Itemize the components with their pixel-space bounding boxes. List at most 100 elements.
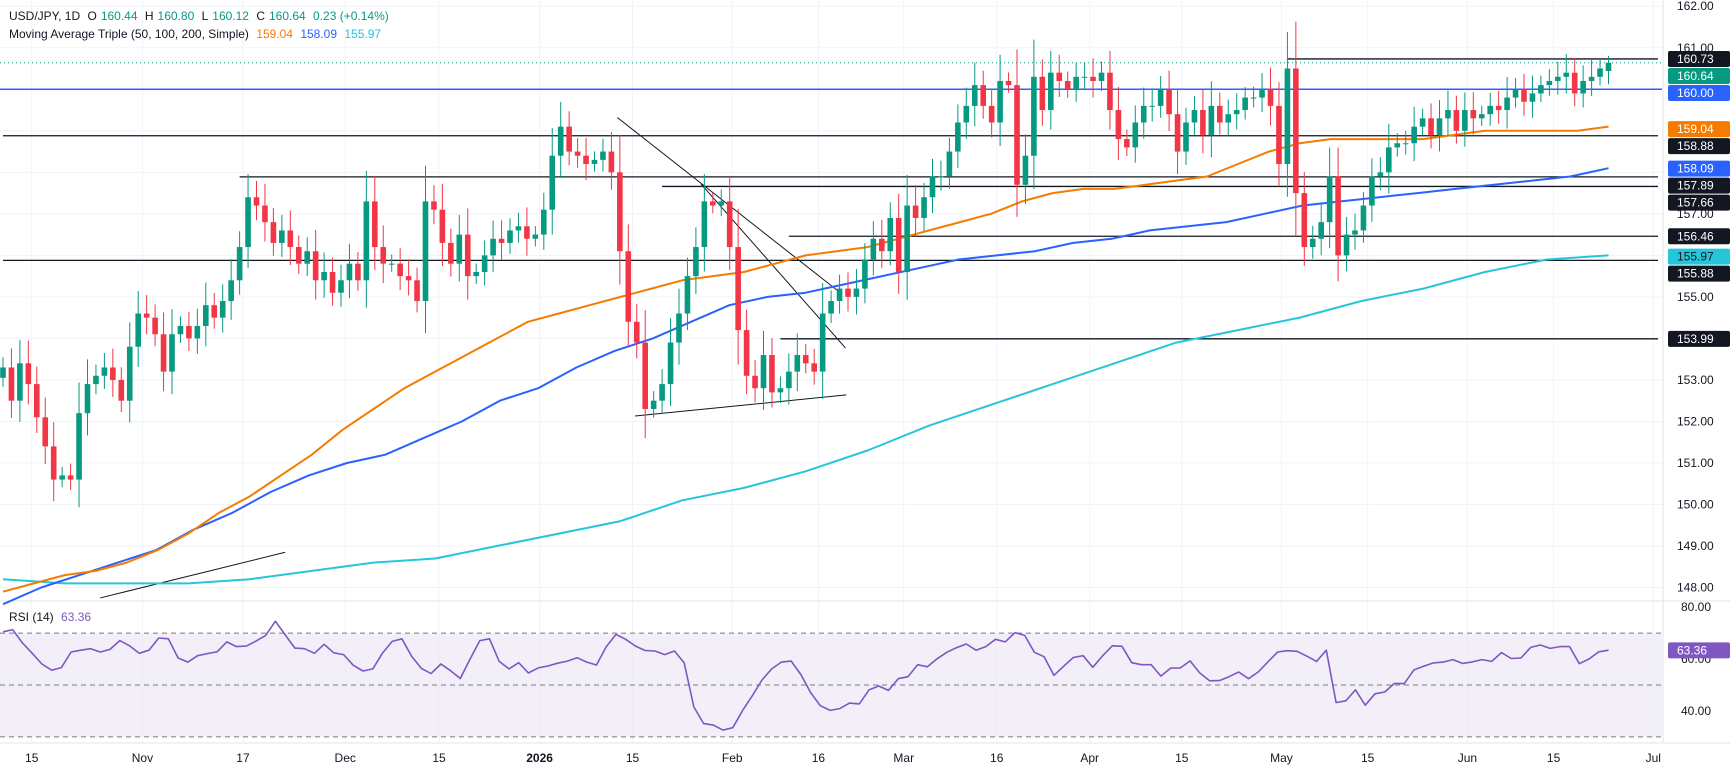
candle-up[interactable]: [946, 137, 953, 189]
candle-up[interactable]: [532, 226, 539, 247]
candle-down[interactable]: [329, 257, 336, 306]
ma-title[interactable]: Moving Average Triple (50, 100, 200, Sim…: [9, 27, 249, 41]
candle-up[interactable]: [304, 237, 310, 277]
candle-down[interactable]: [1335, 147, 1341, 282]
candle-up[interactable]: [1149, 88, 1155, 122]
candle-up[interactable]: [1588, 60, 1595, 97]
candle-down[interactable]: [895, 193, 902, 294]
candle-down[interactable]: [1115, 86, 1122, 160]
symbol-title[interactable]: USD/JPY, 1D: [9, 9, 81, 23]
candle-up[interactable]: [126, 322, 133, 423]
candle-up[interactable]: [557, 101, 564, 178]
candle-up[interactable]: [1073, 62, 1079, 102]
candle-up[interactable]: [1098, 61, 1105, 92]
candle-down[interactable]: [710, 192, 716, 214]
candle-up[interactable]: [997, 54, 1003, 147]
candle-up[interactable]: [549, 128, 556, 235]
candle-up[interactable]: [929, 158, 936, 214]
candle-down[interactable]: [743, 309, 750, 395]
candle-up[interactable]: [760, 330, 767, 410]
candle-down[interactable]: [397, 248, 403, 291]
candle-up[interactable]: [591, 151, 598, 172]
candle-down[interactable]: [1301, 172, 1308, 266]
candle-down[interactable]: [608, 132, 615, 190]
candle-down[interactable]: [912, 184, 919, 237]
candle-down[interactable]: [414, 267, 420, 313]
candle-up[interactable]: [76, 382, 82, 508]
candle-up[interactable]: [0, 357, 6, 387]
candle-down[interactable]: [110, 348, 116, 397]
candle-up[interactable]: [1377, 157, 1384, 191]
candle-down[interactable]: [752, 360, 758, 403]
candle-up[interactable]: [1597, 58, 1603, 86]
candle-up[interactable]: [862, 243, 868, 304]
candle-up[interactable]: [1462, 92, 1468, 147]
candle-down[interactable]: [1090, 58, 1096, 98]
candle-down[interactable]: [262, 183, 268, 242]
candle-up[interactable]: [853, 269, 860, 315]
candle-down[interactable]: [1267, 67, 1274, 126]
candle-up[interactable]: [777, 376, 784, 404]
candle-up[interactable]: [1048, 50, 1054, 130]
candle-down[interactable]: [988, 89, 995, 138]
candle-up[interactable]: [1031, 39, 1037, 190]
candle-up[interactable]: [963, 87, 970, 139]
candle-up[interactable]: [1445, 90, 1451, 136]
candle-up[interactable]: [904, 174, 910, 300]
rsi-pane[interactable]: [0, 620, 1662, 738]
candle-down[interactable]: [152, 304, 158, 347]
candle-down[interactable]: [574, 138, 581, 168]
candle-down[interactable]: [566, 111, 572, 166]
candle-down[interactable]: [633, 304, 640, 359]
candle-down[interactable]: [1495, 90, 1502, 124]
candle-up[interactable]: [1183, 107, 1189, 165]
candle-up[interactable]: [169, 309, 175, 395]
candle-up[interactable]: [1555, 61, 1561, 95]
candle-down[interactable]: [1200, 89, 1206, 154]
candle-up[interactable]: [228, 259, 234, 320]
candle-down[interactable]: [980, 70, 986, 119]
candle-up[interactable]: [828, 290, 834, 324]
candle-up[interactable]: [346, 243, 353, 299]
candle-up[interactable]: [1386, 123, 1392, 194]
candles[interactable]: [0, 21, 1612, 508]
candle-up[interactable]: [93, 364, 99, 395]
candle-down[interactable]: [405, 259, 412, 296]
candle-down[interactable]: [1293, 21, 1299, 236]
candle-down[interactable]: [811, 348, 817, 385]
candle-up[interactable]: [701, 174, 708, 272]
candle-up[interactable]: [541, 192, 547, 250]
candle-down[interactable]: [439, 183, 446, 267]
candle-up[interactable]: [693, 227, 699, 294]
candle-up[interactable]: [870, 221, 877, 276]
candle-up[interactable]: [1233, 93, 1240, 130]
candle-up[interactable]: [1487, 93, 1493, 126]
candle-up[interactable]: [245, 173, 251, 268]
candle-down[interactable]: [1056, 54, 1063, 98]
candle-up[interactable]: [490, 220, 496, 272]
candle-up[interactable]: [422, 165, 429, 334]
candle-up[interactable]: [650, 391, 657, 418]
candle-down[interactable]: [879, 219, 885, 269]
candle-up[interactable]: [1284, 32, 1291, 197]
candle-up[interactable]: [1563, 54, 1570, 94]
candle-down[interactable]: [617, 135, 623, 285]
candle-down[interactable]: [583, 137, 589, 181]
candle-up[interactable]: [659, 369, 665, 415]
candle-down[interactable]: [1064, 71, 1071, 98]
candle-down[interactable]: [1453, 95, 1460, 144]
candle-down[interactable]: [8, 348, 15, 418]
candle-up[interactable]: [1250, 86, 1257, 108]
candle-down[interactable]: [802, 343, 809, 374]
candle-down[interactable]: [769, 338, 775, 408]
candle-up[interactable]: [1309, 225, 1316, 259]
candle-down[interactable]: [1039, 59, 1046, 126]
candle-up[interactable]: [84, 359, 91, 436]
candle-down[interactable]: [372, 175, 378, 271]
candle-up[interactable]: [1343, 216, 1350, 272]
candle-down[interactable]: [448, 228, 454, 277]
candle-up[interactable]: [363, 170, 370, 308]
candle-up[interactable]: [676, 288, 682, 365]
candle-up[interactable]: [1352, 213, 1358, 250]
